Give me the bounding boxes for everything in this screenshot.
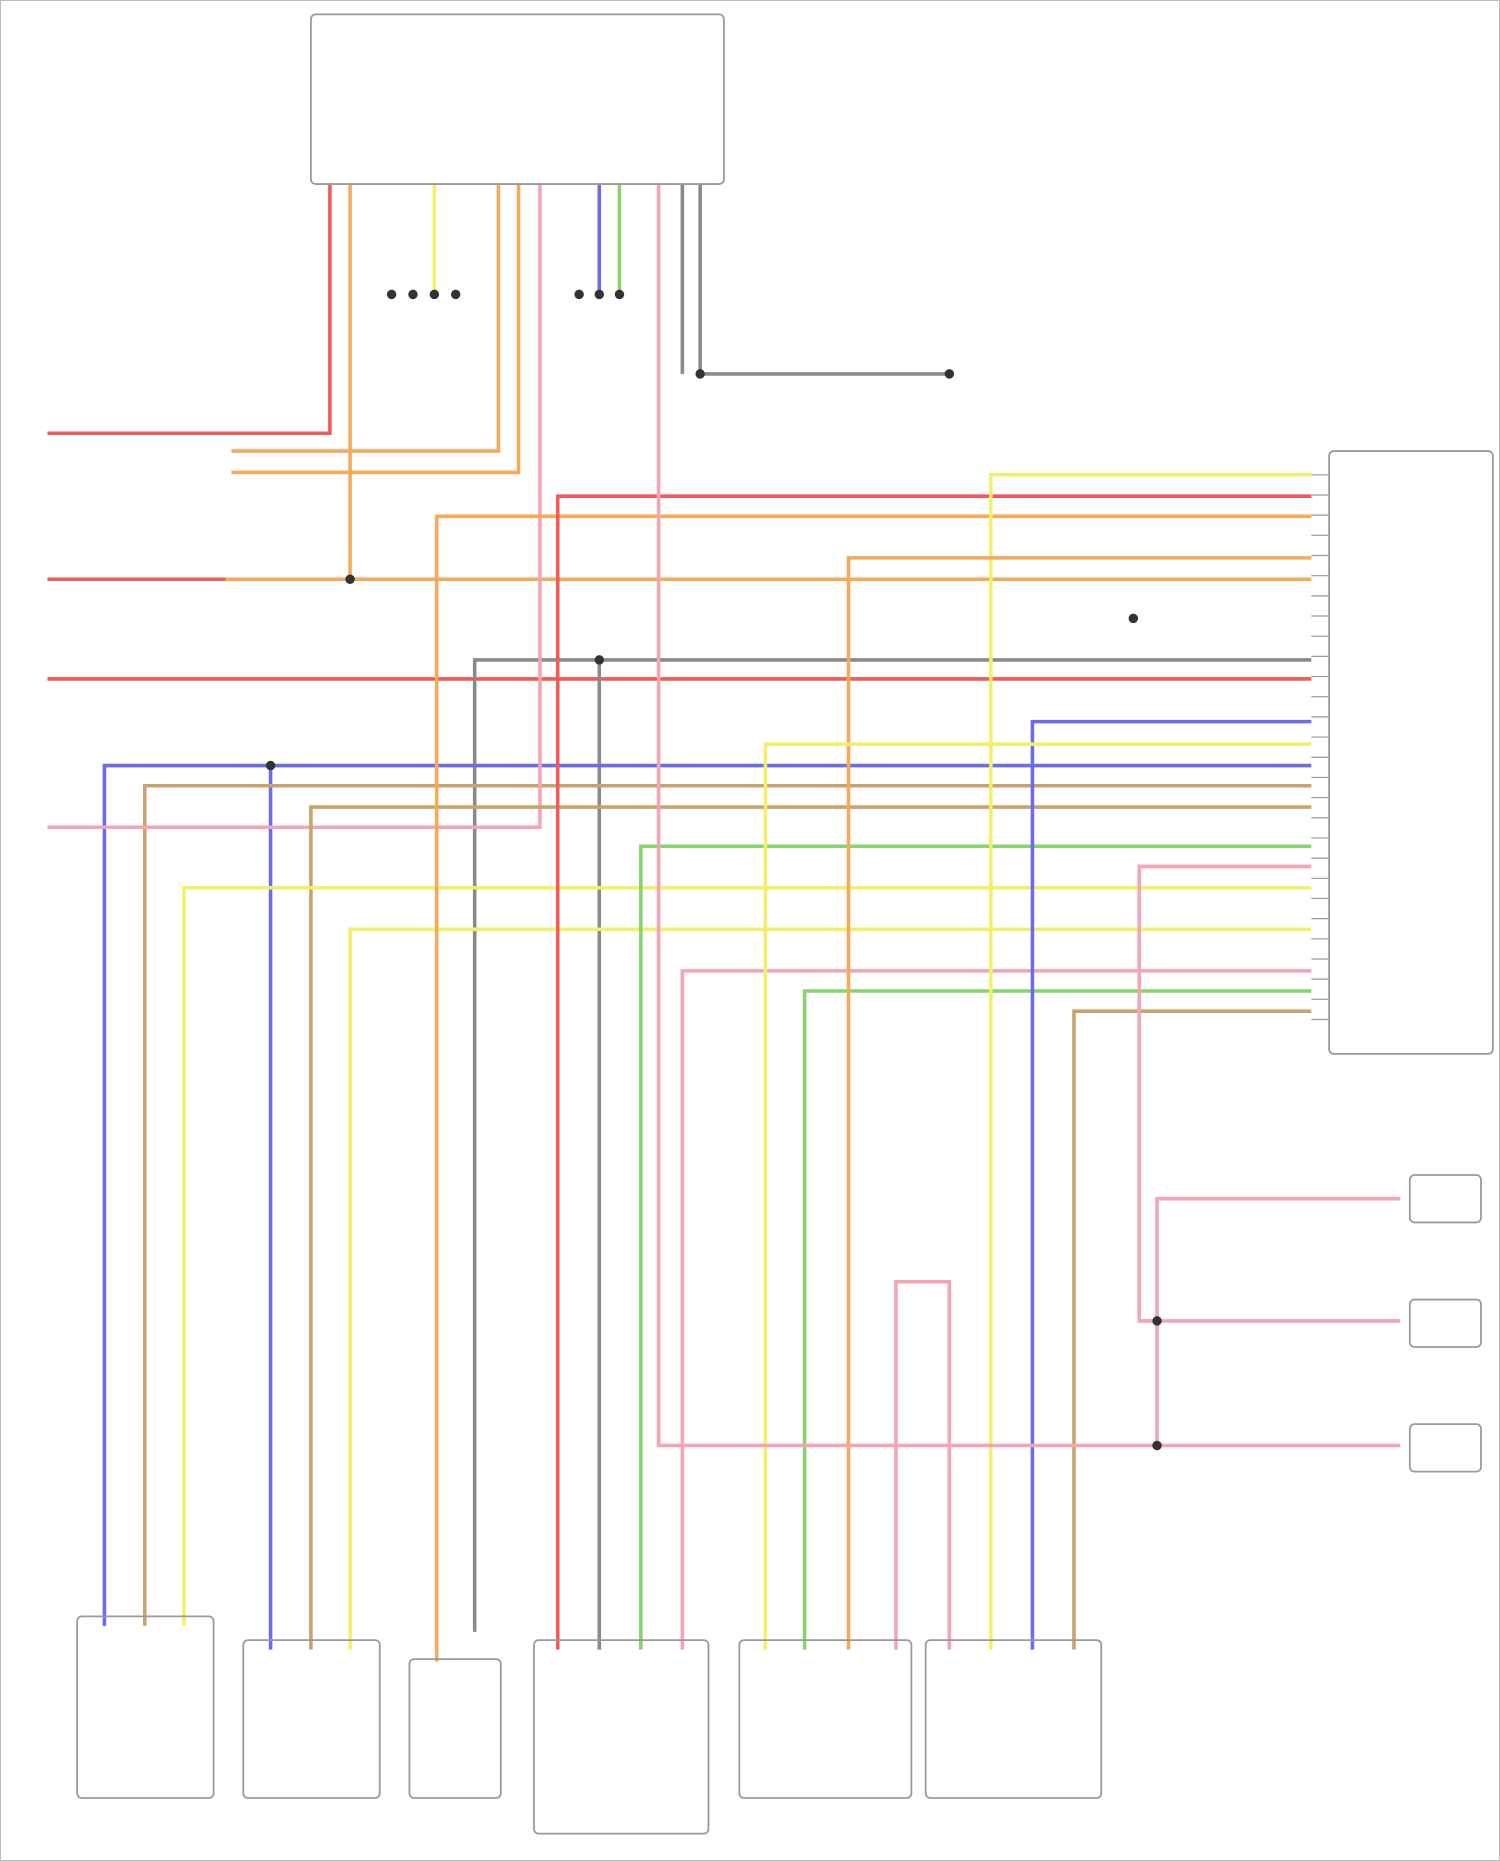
wire-yellow [182,885,1312,1626]
wire-orange [231,184,501,453]
splice-dot [1152,1316,1162,1326]
component-bottom-1 [76,1615,215,1799]
wire-orange [231,184,521,475]
component-bottom-4 [533,1639,710,1835]
splice-dot [408,289,418,300]
wire-gray [698,184,950,376]
splice-dot [574,289,584,300]
control-module-right [1328,450,1494,1055]
connector-top [310,13,725,185]
wire-tan [309,805,1312,1650]
component-bottom-6 [924,1639,1103,1799]
wire-tan [1072,1009,1312,1650]
wire-green [802,989,1312,1650]
wire-red [555,494,1312,1650]
wire-tan [142,783,1312,1626]
wire-pink [47,184,542,830]
wire-orange [846,556,1312,1650]
splice-dot [450,289,461,300]
splice-dot [614,289,625,300]
splice-dot [386,289,397,300]
wire-pink [1155,1196,1401,1448]
component-bottom-3 [408,1658,502,1799]
wire-yellow [763,742,1312,1650]
wire-blue [102,763,1312,1626]
splice-dot [1152,1440,1162,1451]
wire-red [47,184,332,436]
wire-pink [894,1279,952,1650]
component-bottom-5 [738,1639,913,1799]
component-bottom-2 [242,1639,381,1799]
splice-dot [695,369,705,379]
splice-dot [345,574,355,584]
wire-yellow [989,473,1312,1650]
splice-dot [1128,613,1139,624]
wire-pink [680,969,1312,1650]
switch-right-2 [1408,1298,1482,1348]
wire-yellow [348,927,1312,1650]
splice-dot [594,289,605,300]
wire-gray [472,658,1312,1632]
wire-pink [1137,864,1401,1323]
wire-green [639,844,1312,1650]
splice-dot [429,289,440,300]
switch-right-3 [1408,1423,1482,1473]
wire-orange [434,514,1312,1662]
splice-dot [944,369,955,379]
splice-dot [265,760,276,771]
wire-blue [1030,719,1312,1650]
switch-right-1 [1408,1174,1482,1224]
splice-dot [594,655,605,665]
